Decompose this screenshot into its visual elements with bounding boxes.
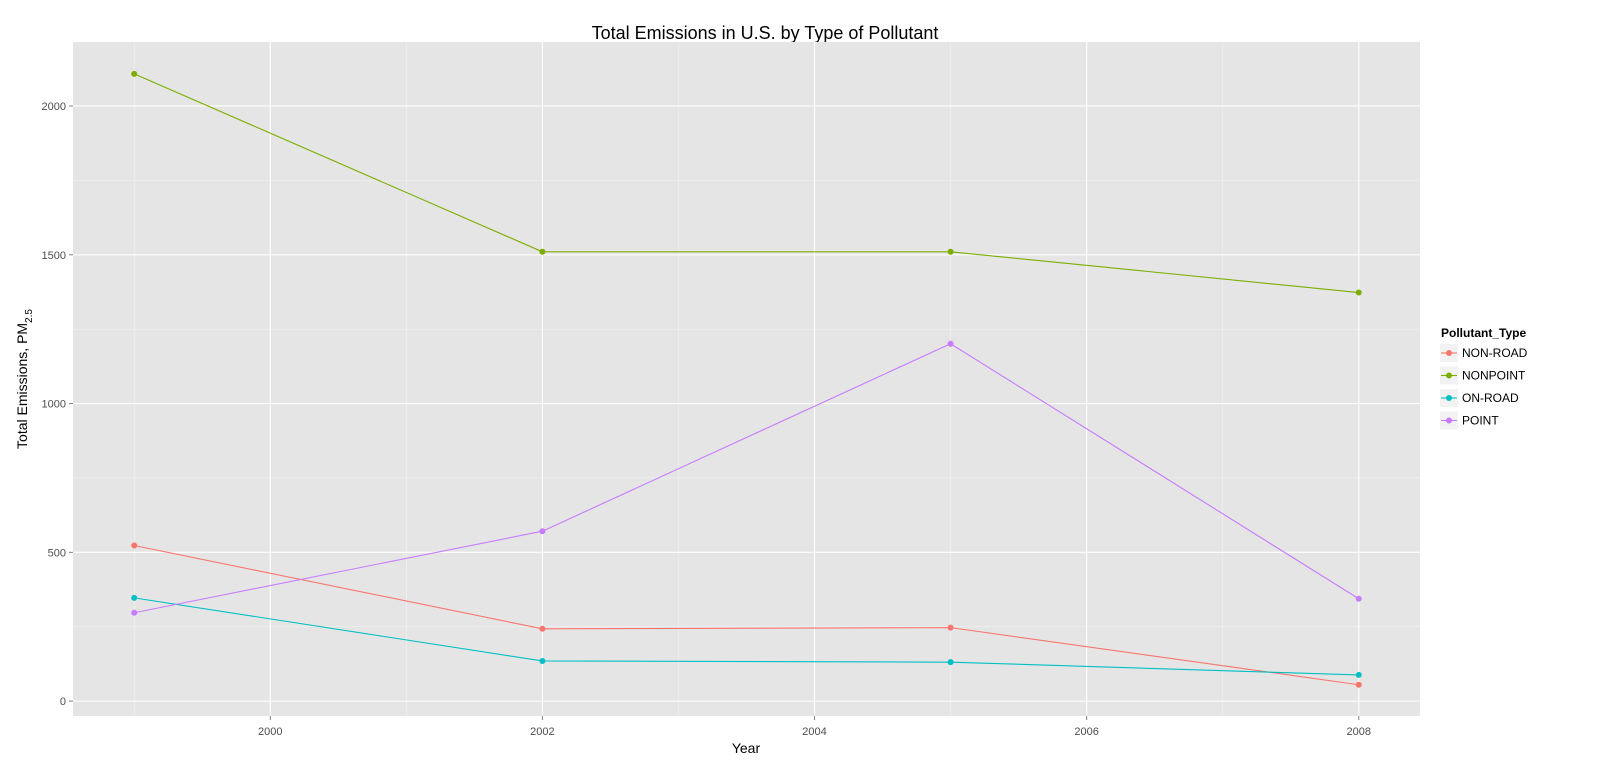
y-tick-label: 1000 (42, 399, 66, 411)
y-axis-label-subscript: 2.5 (24, 309, 35, 323)
data-point-non-road (1355, 681, 1362, 688)
legend-items: NON-ROAD NONPOINT ON-ROAD POINT (1440, 344, 1528, 430)
series-line-point (134, 343, 1360, 614)
data-point-on-road (947, 659, 954, 666)
data-point-nonpoint (947, 248, 954, 255)
data-point-point (539, 528, 546, 535)
series-line-nonpoint (134, 73, 1359, 294)
major-gridlines (73, 42, 1420, 716)
data-point-on-road (131, 594, 138, 601)
data-point-point (131, 609, 138, 616)
data-point-on-road (539, 657, 546, 664)
y-tick-label: 0 (60, 696, 66, 708)
y-tick-label: 500 (48, 547, 66, 559)
data-point-point (1355, 595, 1362, 602)
legend-title: Pollutant_Type (1441, 326, 1526, 340)
series-non-road (131, 542, 1362, 688)
x-tick-label: 2004 (802, 726, 826, 738)
plot-panel (73, 42, 1420, 716)
legend-item-non-road: NON-ROAD (1440, 344, 1528, 362)
legend-key-point (1446, 395, 1452, 401)
legend-key-point (1446, 350, 1452, 356)
series-layer (131, 70, 1362, 688)
chart-title: Total Emissions in U.S. by Type of Pollu… (592, 23, 939, 43)
legend-label: NON-ROAD (1462, 346, 1528, 360)
legend-key-point (1446, 372, 1452, 379)
data-point-point (947, 340, 954, 347)
x-tick-label: 2008 (1347, 726, 1371, 738)
legend-label: POINT (1462, 414, 1499, 428)
series-line-on-road (134, 597, 1359, 676)
legend: Pollutant_Type NON-ROAD NONPOINT ON-ROAD PO… (1440, 326, 1528, 430)
data-point-nonpoint (131, 70, 138, 77)
x-axis-label: Year (732, 740, 761, 756)
series-point (131, 340, 1362, 616)
series-line-non-road (134, 544, 1359, 686)
y-axis-label: Total Emissions, PM2.5 (14, 309, 35, 449)
data-point-nonpoint (539, 248, 546, 255)
data-point-non-road (539, 625, 546, 632)
legend-label: NONPOINT (1462, 369, 1526, 383)
x-tick-label: 2000 (258, 726, 282, 738)
legend-item-on-road: ON-ROAD (1440, 389, 1519, 407)
legend-key-point (1446, 417, 1452, 424)
minor-gridlines (73, 42, 1420, 716)
legend-label: ON-ROAD (1462, 391, 1519, 405)
y-tick-label: 1500 (42, 250, 66, 262)
series-on-road (131, 594, 1362, 678)
x-tick-label: 2006 (1074, 726, 1098, 738)
series-nonpoint (131, 70, 1362, 296)
x-tick-label: 2002 (530, 726, 554, 738)
y-axis-label-main: Total Emissions, PM (14, 323, 30, 449)
legend-item-nonpoint: NONPOINT (1440, 366, 1526, 385)
y-axis-ticks: 0 500 1000 1500 2000 (42, 101, 73, 708)
data-point-nonpoint (1355, 289, 1362, 296)
x-axis-ticks: 2000 2002 2004 2006 2008 (258, 716, 1371, 738)
y-tick-label: 2000 (42, 101, 66, 113)
legend-item-point: POINT (1440, 411, 1499, 430)
data-point-on-road (1355, 671, 1362, 678)
data-point-non-road (947, 624, 954, 631)
data-point-non-road (131, 542, 138, 549)
